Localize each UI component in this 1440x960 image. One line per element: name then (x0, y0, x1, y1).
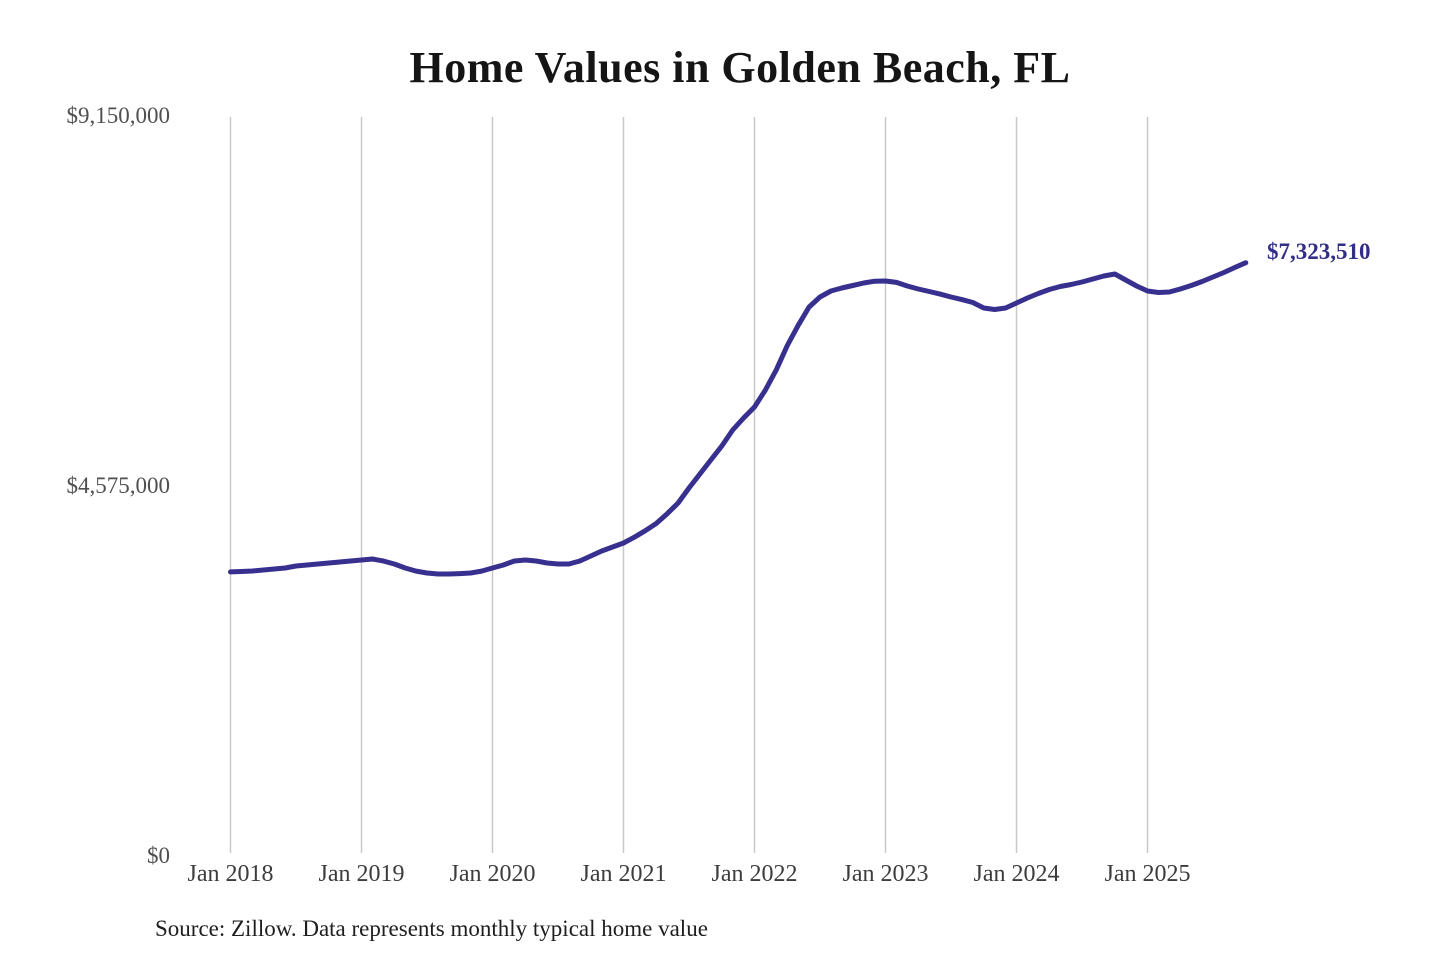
x-tick-label: Jan 2024 (974, 861, 1060, 887)
home-value-line-series (228, 260, 1249, 577)
latest-value-label: $7,323,510 (1267, 239, 1371, 264)
x-tick-label: Jan 2022 (712, 861, 798, 887)
y-tick-label: $9,150,000 (67, 103, 171, 128)
x-tick-label: Jan 2020 (450, 861, 536, 887)
x-tick-label: Jan 2023 (843, 861, 929, 887)
vertical-gridlines (229, 117, 1149, 853)
source-note: Source: Zillow. Data represents monthly … (155, 916, 708, 941)
x-tick-label: Jan 2019 (319, 861, 405, 887)
x-tick-label: Jan 2021 (581, 861, 667, 887)
chart-title: Home Values in Golden Beach, FL (409, 43, 1071, 92)
x-tick-label: Jan 2025 (1105, 861, 1191, 887)
x-axis-tick-labels: Jan 2018 Jan 2019 Jan 2020 Jan 2021 Jan 2022… (188, 861, 1191, 887)
y-tick-label: $0 (147, 843, 170, 868)
x-tick-label: Jan 2018 (188, 861, 274, 887)
y-tick-label: $4,575,000 (67, 473, 171, 498)
y-axis-tick-labels: $9,150,000 $4,575,000 $0 (67, 103, 171, 868)
